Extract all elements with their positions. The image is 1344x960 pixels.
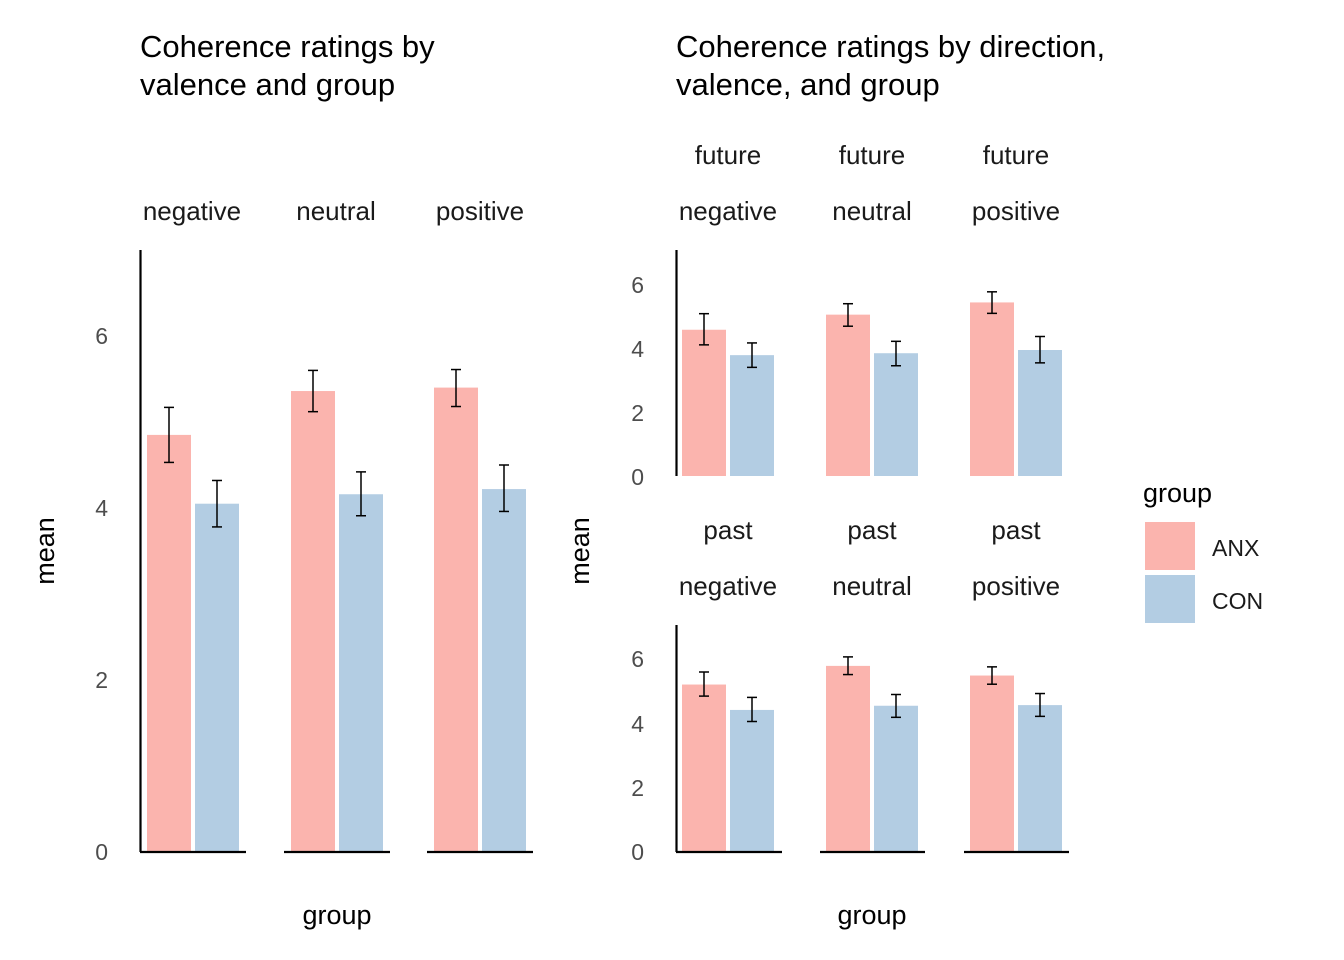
- chart-left-bars: [147, 368, 526, 852]
- chart-right-top-bar-positive-con: [1018, 350, 1062, 476]
- chart-right-bottom-bar-positive-anx: [970, 675, 1014, 852]
- chart-right-bottom-errorbar-negative-con: [747, 696, 757, 723]
- legend-label-anx: ANX: [1212, 535, 1259, 561]
- chart-right-top-bar-neutral-anx: [826, 314, 870, 476]
- chart-right-title-line-2: valence, and group: [676, 67, 940, 102]
- chart-right-top-bar-positive-anx: [970, 302, 1014, 476]
- chart-right-top-ytick-6: 6: [631, 272, 644, 298]
- chart-right-top-errorbar-positive-con: [1035, 335, 1045, 364]
- chart-left-strip-negative: negative: [143, 196, 241, 226]
- chart-left-ytick-2: 2: [95, 667, 108, 693]
- chart-left-bar-positive-anx: [434, 387, 478, 852]
- chart-right-bottom-bar-neutral-con: [874, 705, 918, 852]
- chart-right-top-ytick-4: 4: [631, 336, 644, 362]
- legend-label-con: CON: [1212, 588, 1263, 614]
- chart-left: Coherence ratings by valence and group n…: [30, 29, 533, 930]
- legend-swatch-con: [1145, 575, 1195, 623]
- chart-right-bottom-ytick-6: 6: [631, 646, 644, 672]
- chart-right-strip-neutral-top: neutral: [832, 196, 912, 226]
- chart-right-y-axis-title: mean: [565, 517, 595, 585]
- chart-left-bar-negative-con: [195, 503, 239, 852]
- legend-title: group: [1143, 478, 1212, 508]
- chart-right-strip-negative-bottom: negative: [679, 571, 777, 601]
- chart-right-bars: [682, 291, 1062, 852]
- chart-right-bottom-ytick-2: 2: [631, 775, 644, 801]
- chart-left-errorbar-negative-con: [212, 479, 222, 528]
- chart-right-top-errorbar-negative-anx: [699, 312, 709, 346]
- chart-right-strip-future-2: future: [839, 140, 906, 170]
- chart-left-errorbar-neutral-con: [356, 471, 366, 517]
- chart-right-strip-neutral-bottom: neutral: [832, 571, 912, 601]
- chart-left-errorbar-neutral-anx: [308, 369, 318, 413]
- chart-right-top-bar-negative-con: [730, 355, 774, 476]
- chart-right-bottom-errorbar-positive-con: [1035, 692, 1045, 718]
- chart-left-ytick-4: 4: [95, 495, 108, 521]
- chart-right-top-bar-negative-anx: [682, 329, 726, 476]
- chart-right-bottom-bar-negative-anx: [682, 684, 726, 852]
- chart-right-top-bar-neutral-con: [874, 353, 918, 476]
- chart-right-strip-future-3: future: [983, 140, 1050, 170]
- chart-left-errorbar-positive-anx: [451, 368, 461, 408]
- chart-right-bottom-bar-positive-con: [1018, 705, 1062, 852]
- chart-right: Coherence ratings by direction, valence,…: [565, 29, 1105, 930]
- chart-left-bar-positive-con: [482, 489, 526, 852]
- chart-right-top-ytick-0: 0: [631, 464, 644, 490]
- chart-right-bottom-errorbar-positive-anx: [987, 666, 997, 685]
- chart-left-errorbar-negative-anx: [164, 406, 174, 464]
- chart-right-top-errorbar-neutral-con: [891, 340, 901, 367]
- chart-left-bar-neutral-con: [339, 494, 383, 852]
- chart-right-bottom-bar-neutral-anx: [826, 665, 870, 852]
- chart-left-ytick-0: 0: [95, 839, 108, 865]
- chart-right-bottom-ytick-0: 0: [631, 839, 644, 865]
- chart-right-bottom-ytick-4: 4: [631, 711, 644, 737]
- chart-right-bottom-errorbar-neutral-anx: [843, 656, 853, 676]
- chart-right-bottom-errorbar-neutral-con: [891, 693, 901, 719]
- chart-left-strip-positive: positive: [436, 196, 524, 226]
- chart-left-ytick-6: 6: [95, 323, 108, 349]
- chart-right-top-ytick-2: 2: [631, 400, 644, 426]
- chart-right-x-axis-title: group: [837, 900, 906, 930]
- chart-right-strip-past-3: past: [991, 515, 1041, 545]
- chart-right-strip-positive-bottom: positive: [972, 571, 1060, 601]
- chart-right-strip-future-1: future: [695, 140, 762, 170]
- chart-right-bottom-errorbar-negative-anx: [699, 671, 709, 697]
- chart-right-strip-positive-top: positive: [972, 196, 1060, 226]
- chart-left-errorbar-positive-con: [499, 464, 509, 513]
- chart-left-title-line-1: Coherence ratings by: [140, 29, 435, 64]
- chart-left-title-line-2: valence and group: [140, 67, 395, 102]
- chart-left-strip-neutral: neutral: [296, 196, 376, 226]
- chart-left-bar-neutral-anx: [291, 391, 335, 852]
- legend: group ANX CON: [1143, 478, 1263, 623]
- chart-right-title-line-1: Coherence ratings by direction,: [676, 29, 1105, 64]
- chart-right-strip-past-1: past: [703, 515, 753, 545]
- chart-left-bar-negative-anx: [147, 434, 191, 852]
- chart-right-top-errorbar-negative-con: [747, 342, 757, 369]
- chart-right-strip-negative-top: negative: [679, 196, 777, 226]
- legend-swatch-anx: [1145, 522, 1195, 570]
- chart-right-top-errorbar-neutral-anx: [843, 302, 853, 327]
- chart-left-x-axis-title: group: [302, 900, 371, 930]
- chart-right-top-errorbar-positive-anx: [987, 291, 997, 315]
- chart-left-y-axis-title: mean: [30, 517, 60, 585]
- chart-right-bottom-bar-negative-con: [730, 709, 774, 852]
- chart-right-strip-past-2: past: [847, 515, 897, 545]
